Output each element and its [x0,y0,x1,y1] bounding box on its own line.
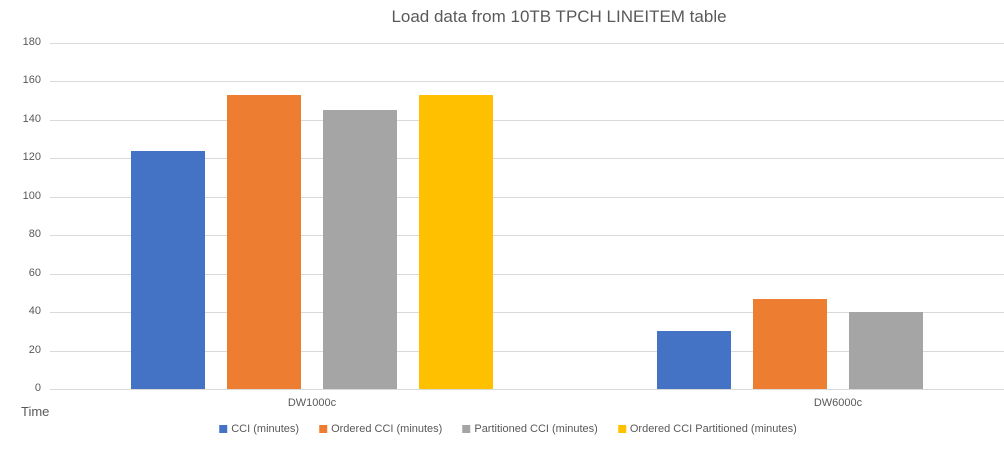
bar-ordered-cci-dw1000c [227,95,301,389]
gridline-60 [50,274,1004,275]
legend-label: Ordered CCI (minutes) [331,423,443,435]
legend-marker-icon [219,425,228,433]
legend-item-cci-minutes: CCI (minutes) [219,423,299,435]
gridline-120 [50,158,1004,159]
chart-title: Load data from 10TB TPCH LINEITEM table [391,7,727,26]
y-axis-title: Time [21,404,50,419]
legend-item-ordered-cci-partitioned-minutes: Ordered CCI Partitioned (minutes) [617,423,797,435]
y-tick-label-80: 80 [28,228,41,240]
y-tick-label-100: 100 [22,190,41,202]
bar-partitioned-cci-dw1000c [323,110,397,389]
legend-label: Partitioned CCI (minutes) [474,423,598,435]
y-tick-label-40: 40 [28,305,41,317]
bar-ordered-cci-dw6000c [753,299,827,389]
gridline-140 [50,120,1004,121]
x-axis-line [50,389,1004,390]
x-category-label-dw1000c: DW1000c [287,397,337,409]
legend-item-partitioned-cci-minutes: Partitioned CCI (minutes) [462,423,598,435]
y-tick-label-160: 160 [22,74,41,86]
gridline-80 [50,235,1004,236]
legend-marker-icon [462,425,471,433]
legend-label: Ordered CCI Partitioned (minutes) [629,423,797,435]
legend-marker-icon [617,425,626,433]
y-tick-label-20: 20 [28,344,41,356]
bar-cci-dw6000c [657,331,731,389]
bar-cci-dw1000c [131,151,205,389]
gridline-100 [50,197,1004,198]
legend-item-ordered-cci-minutes: Ordered CCI (minutes) [319,423,442,435]
y-tick-label-120: 120 [22,151,41,163]
bar-partitioned-cci-dw6000c [849,312,923,389]
gridline-40 [50,312,1004,313]
gridline-180 [50,43,1004,44]
y-tick-label-60: 60 [28,267,41,279]
legend-marker-icon [319,425,328,433]
y-tick-label-0: 0 [34,382,41,394]
legend: CCI (minutes) Ordered CCI (minutes) Partit… [219,423,797,435]
gridline-160 [50,81,1004,82]
y-tick-label-180: 180 [22,36,41,48]
x-category-label-dw6000c: DW6000c [813,397,863,409]
gridline-20 [50,351,1004,352]
legend-label: CCI (minutes) [231,423,300,435]
bar-ordered-cci-partitioned-dw1000c [419,95,493,389]
y-tick-label-140: 140 [22,113,41,125]
